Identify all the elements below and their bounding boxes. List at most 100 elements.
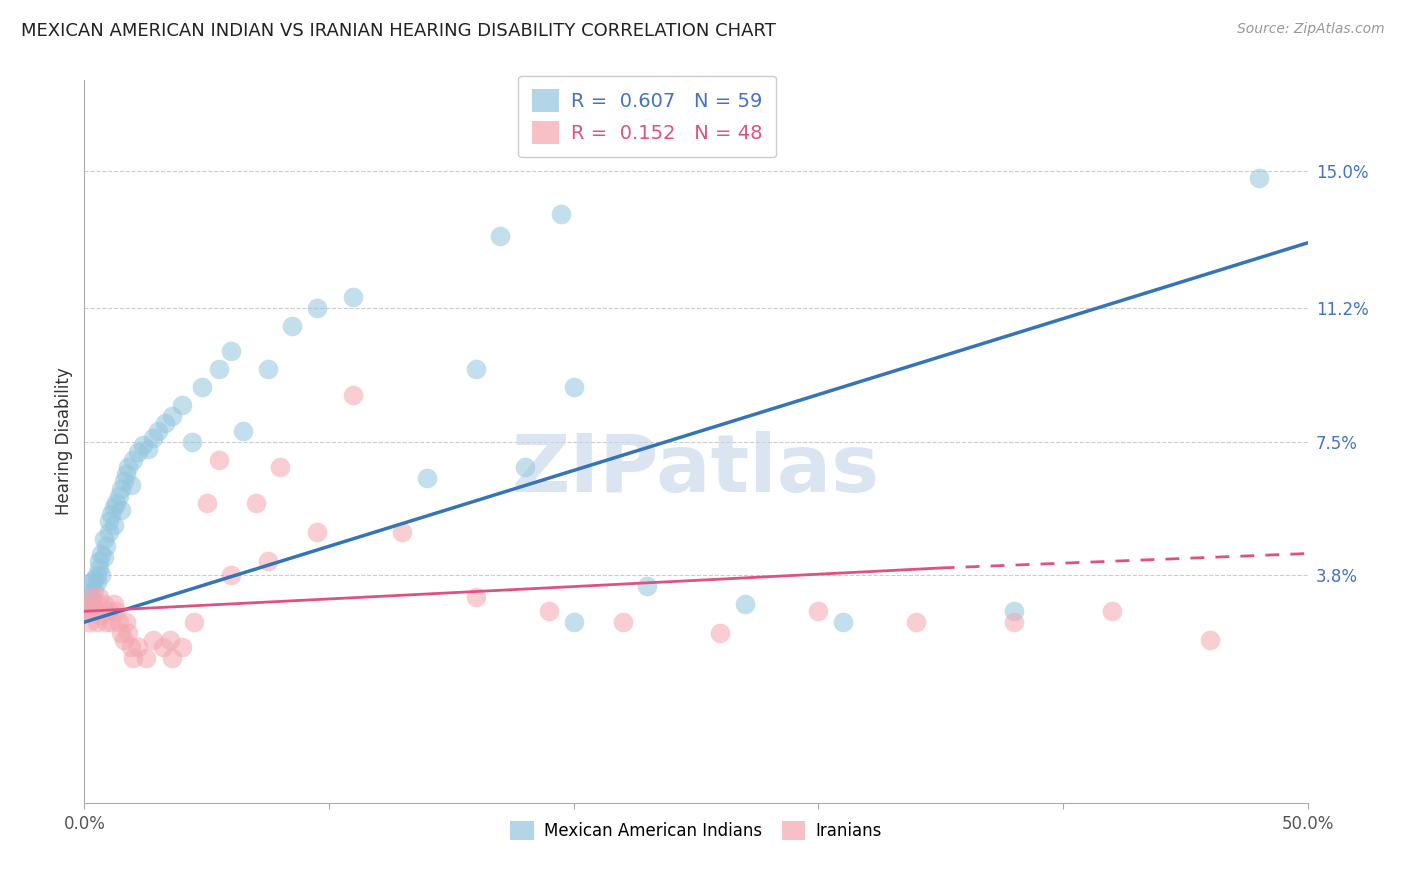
Point [181,434,204,449]
Point [183,615,205,630]
Point [127,640,149,655]
Point [97,514,120,528]
Point [208,362,231,376]
Point [1247,170,1270,185]
Point [195,496,218,510]
Point [342,290,364,304]
Point [77,586,100,600]
Point [135,651,157,665]
Point [807,604,830,618]
Point [305,524,328,539]
Point [115,615,138,630]
Point [87,590,110,604]
Point [464,590,486,604]
Point [219,344,242,359]
Point [93,597,115,611]
Point [77,604,100,618]
Point [219,568,242,582]
Point [80,575,103,590]
Point [1101,604,1123,618]
Point [77,615,100,630]
Point [245,496,267,510]
Point [159,633,181,648]
Point [83,572,105,586]
Point [122,452,145,467]
Point [153,417,176,431]
Point [122,651,145,665]
Point [636,579,658,593]
Point [612,615,634,630]
Point [86,575,108,590]
Point [105,604,128,618]
Point [127,445,149,459]
Point [146,424,169,438]
Point [103,517,125,532]
Point [152,640,174,655]
Point [391,524,413,539]
Y-axis label: Hearing Disability: Hearing Disability [55,368,73,516]
Point [120,640,142,655]
Point [257,362,280,376]
Point [562,615,585,630]
Point [117,626,139,640]
Point [93,550,115,565]
Point [538,604,561,618]
Point [105,496,128,510]
Point [117,459,139,474]
Point [76,604,98,618]
Point [90,547,112,561]
Point [269,459,291,474]
Point [191,380,214,394]
Point [90,607,112,622]
Point [100,615,122,630]
Point [208,452,231,467]
Point [107,615,129,630]
Point [80,590,103,604]
Point [1002,615,1025,630]
Point [86,568,108,582]
Point [305,301,328,315]
Point [489,228,512,243]
Point [464,362,486,376]
Point [120,478,142,492]
Point [112,475,135,489]
Point [513,459,536,474]
Point [734,597,756,611]
Point [83,582,105,597]
Point [142,633,165,648]
Point [87,554,110,568]
Point [107,489,129,503]
Point [709,626,731,640]
Text: Source: ZipAtlas.com: Source: ZipAtlas.com [1237,22,1385,37]
Point [136,442,159,456]
Point [103,500,125,514]
Point [86,615,108,630]
Point [83,604,105,618]
Point [342,387,364,401]
Point [86,597,108,611]
Point [162,409,184,424]
Point [142,431,165,445]
Point [97,524,120,539]
Point [110,503,132,517]
Point [416,470,439,484]
Point [172,640,194,655]
Point [550,207,572,221]
Point [1198,633,1220,648]
Point [1002,604,1025,618]
Point [100,507,122,521]
Text: MEXICAN AMERICAN INDIAN VS IRANIAN HEARING DISABILITY CORRELATION CHART: MEXICAN AMERICAN INDIAN VS IRANIAN HEARI… [21,22,776,40]
Point [172,398,194,412]
Point [232,424,254,438]
Text: ZIPatlas: ZIPatlas [512,432,880,509]
Point [281,318,304,333]
Point [103,597,125,611]
Point [110,482,132,496]
Point [831,615,853,630]
Point [132,438,155,452]
Point [76,597,98,611]
Point [96,615,118,630]
Point [905,615,928,630]
Point [562,380,585,394]
Point [77,597,100,611]
